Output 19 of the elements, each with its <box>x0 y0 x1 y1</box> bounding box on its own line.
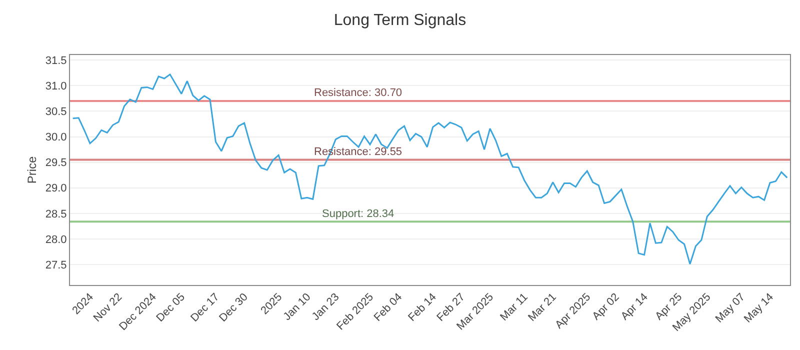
ref-line-label: Support: 28.34 <box>322 208 394 220</box>
y-tick-label: 27.5 <box>45 259 67 272</box>
y-tick-label: 29.0 <box>45 182 67 195</box>
line-series <box>72 74 788 265</box>
y-tick-label: 28.0 <box>45 234 67 246</box>
y-tick-label: 31.0 <box>45 80 67 93</box>
x-tick-label: Dec 05 <box>154 291 188 324</box>
ref-line-label: Resistance: 30.70 <box>314 87 402 99</box>
y-tick-label: 31.5 <box>45 54 67 67</box>
x-tick-label: Dec 30 <box>217 291 250 324</box>
y-axis-title: Price <box>25 156 39 184</box>
x-tick-label: Jan 10 <box>281 291 314 324</box>
x-tick-label: Feb 04 <box>372 291 405 324</box>
y-tick-label: 30.0 <box>45 132 67 144</box>
y-tick-label: 30.5 <box>45 106 67 118</box>
y-tick-label: 28.5 <box>45 208 67 220</box>
y-tick-label: 29.5 <box>45 157 67 170</box>
chart-title: Long Term Signals <box>334 12 466 30</box>
x-tick-label: May 14 <box>742 291 776 326</box>
